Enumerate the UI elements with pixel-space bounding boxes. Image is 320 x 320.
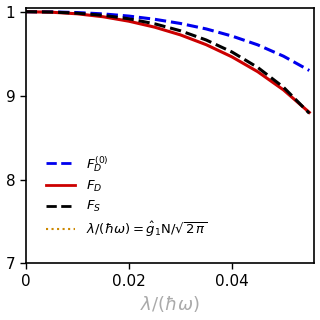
Legend: $F_D^{(0)}$, $F_D$, $F_S$, $\lambda/(\hbar\omega)=\hat{g}_1\mathrm{N}/\sqrt{2\,\: $F_D^{(0)}$, $F_D$, $F_S$, $\lambda/(\hb… xyxy=(41,149,212,244)
X-axis label: $\lambda/(\hbar\omega)$: $\lambda/(\hbar\omega)$ xyxy=(140,294,200,315)
